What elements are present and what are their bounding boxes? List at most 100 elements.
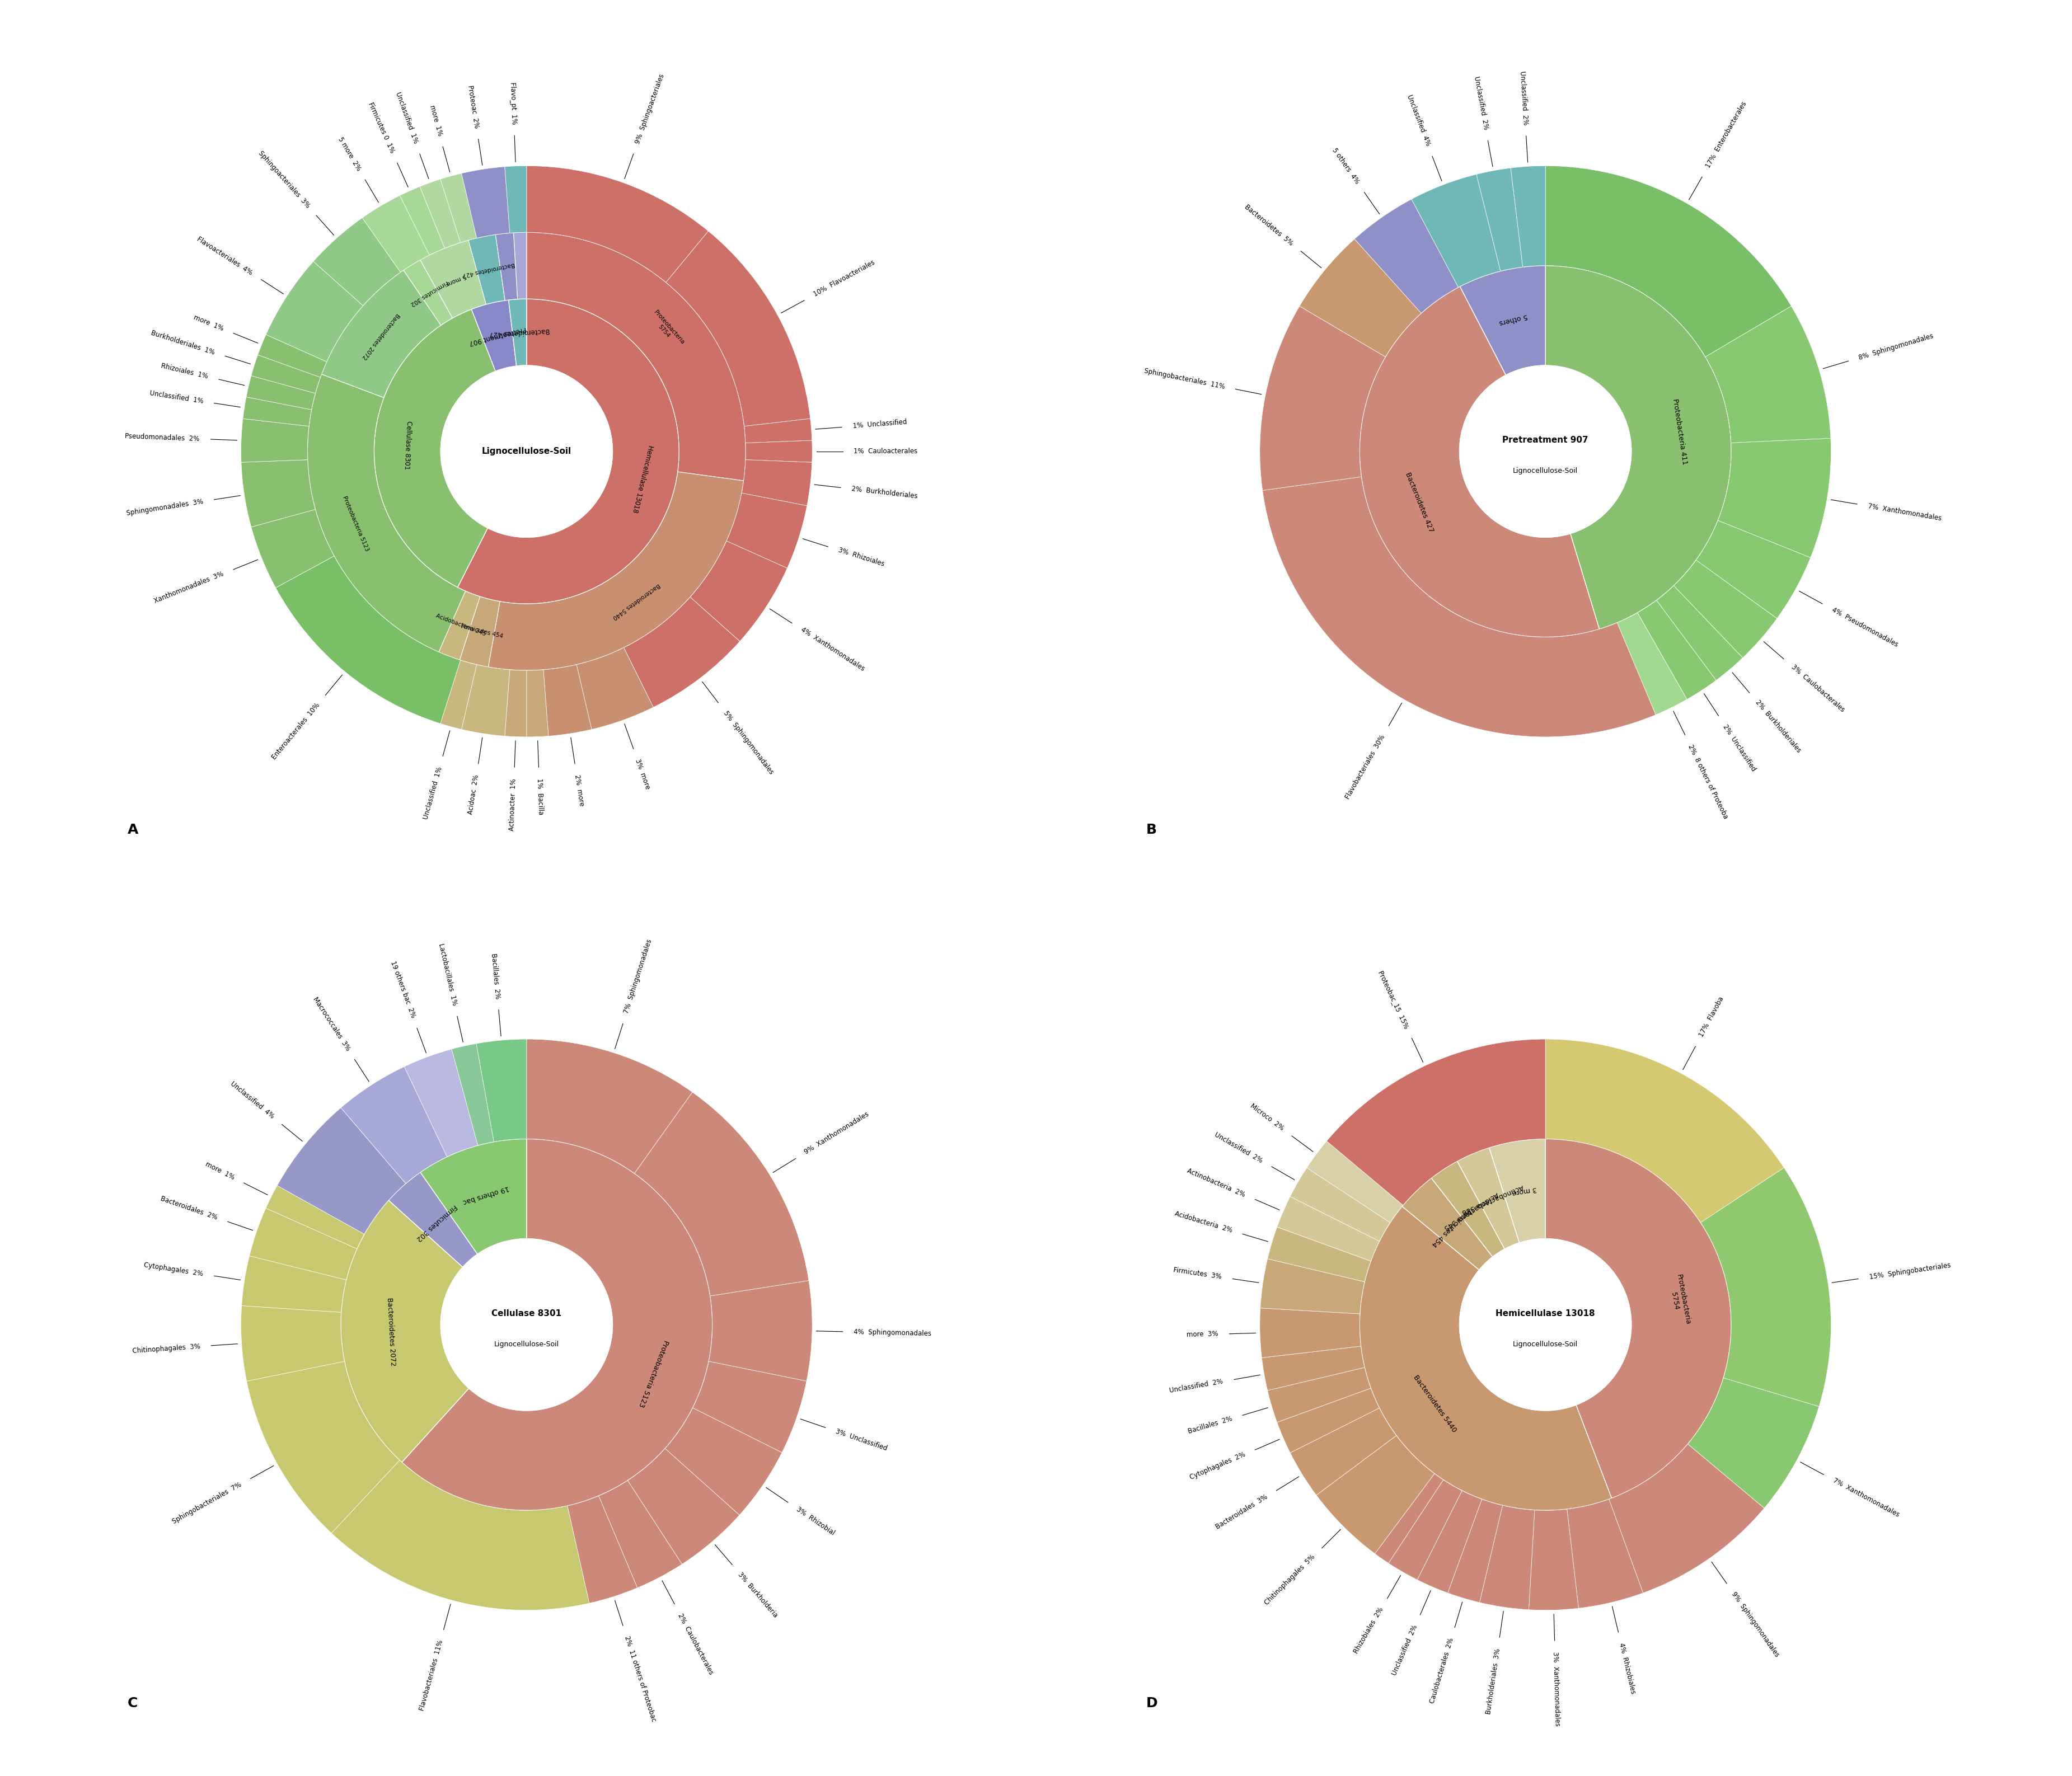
Wedge shape	[441, 174, 477, 243]
Wedge shape	[1457, 1147, 1519, 1249]
Wedge shape	[1616, 613, 1687, 714]
Wedge shape	[1546, 1138, 1732, 1499]
Wedge shape	[1291, 1169, 1390, 1241]
Text: 17%  Enterobacterales: 17% Enterobacterales	[1705, 99, 1749, 169]
Wedge shape	[1448, 1499, 1502, 1602]
Text: Proteobacteria
5754: Proteobacteria 5754	[1666, 1273, 1691, 1327]
Text: Actinobacteria  2%: Actinobacteria 2%	[1185, 1167, 1247, 1199]
Text: 5 more  2%: 5 more 2%	[338, 135, 363, 172]
Text: Bacillales  2%: Bacillales 2%	[1187, 1415, 1233, 1435]
Text: 2%  Caulobacterales: 2% Caulobacterales	[675, 1613, 715, 1677]
Text: Lignocellulose-Soil: Lignocellulose-Soil	[1513, 1341, 1579, 1348]
Wedge shape	[439, 591, 481, 661]
Wedge shape	[404, 1050, 479, 1156]
Text: Unclassified  2%: Unclassified 2%	[1169, 1378, 1225, 1394]
Text: Acidobacteria  2%: Acidobacteria 2%	[1173, 1209, 1233, 1234]
Text: Lignocellulose-Soil: Lignocellulose-Soil	[493, 1341, 559, 1348]
Text: 3%  Rhizobial: 3% Rhizobial	[796, 1506, 837, 1536]
Text: Proteobac_15  15%: Proteobac_15 15%	[1378, 970, 1411, 1030]
Text: 3%  Caulobacterales: 3% Caulobacterales	[1790, 664, 1846, 714]
Wedge shape	[1510, 165, 1546, 266]
Wedge shape	[624, 597, 740, 707]
Text: 19 others bac  2%: 19 others bac 2%	[390, 961, 416, 1019]
Wedge shape	[1276, 1197, 1380, 1261]
Text: Pretreatment 907: Pretreatment 907	[1502, 437, 1589, 444]
Text: 1%  Bacilla: 1% Bacilla	[535, 778, 545, 815]
Wedge shape	[665, 231, 810, 426]
Wedge shape	[1388, 1479, 1463, 1581]
Text: 7%  Xanthomonadales: 7% Xanthomonadales	[1832, 1476, 1900, 1518]
Wedge shape	[1656, 586, 1743, 680]
Wedge shape	[665, 1408, 781, 1515]
Wedge shape	[278, 1108, 406, 1234]
Text: Burkholderiales  1%: Burkholderiales 1%	[149, 329, 215, 357]
Wedge shape	[1432, 1162, 1504, 1257]
Wedge shape	[1359, 1206, 1612, 1510]
Text: 3 more: 3 more	[1513, 1185, 1537, 1195]
Wedge shape	[599, 1481, 682, 1588]
Wedge shape	[265, 261, 363, 362]
Text: Firmicutes 302: Firmicutes 302	[414, 1202, 458, 1243]
Wedge shape	[1316, 1435, 1434, 1554]
Wedge shape	[1566, 1499, 1643, 1609]
Wedge shape	[1359, 286, 1600, 638]
Text: Firmicutes 454: Firmicutes 454	[460, 623, 503, 639]
Text: 5 more: 5 more	[445, 274, 466, 286]
Text: C: C	[126, 1696, 137, 1710]
Wedge shape	[1291, 1408, 1397, 1495]
Wedge shape	[340, 1201, 468, 1462]
Text: A: A	[126, 824, 139, 836]
Wedge shape	[506, 165, 526, 233]
Text: Lactobacillales  1%: Lactobacillales 1%	[437, 943, 458, 1007]
Text: 2%  Unclassified: 2% Unclassified	[1722, 723, 1757, 773]
Wedge shape	[526, 1039, 692, 1174]
Text: Lignocellulose-Soil: Lignocellulose-Soil	[1513, 467, 1579, 474]
Text: 2%  11 others of Proteobac: 2% 11 others of Proteobac	[624, 1636, 657, 1723]
Wedge shape	[1546, 1039, 1784, 1222]
Wedge shape	[1355, 199, 1459, 313]
Wedge shape	[1376, 1474, 1444, 1563]
Wedge shape	[1689, 1378, 1819, 1508]
Text: 4%  Pseudomonadales: 4% Pseudomonadales	[1830, 606, 1900, 648]
Wedge shape	[251, 355, 321, 392]
Text: Bacteroidetes  5%: Bacteroidetes 5%	[1243, 202, 1295, 247]
Wedge shape	[744, 419, 812, 442]
Text: Microco  2%: Microco 2%	[1249, 1103, 1285, 1133]
Text: 4%  Xanthomonadales: 4% Xanthomonadales	[800, 627, 866, 673]
Wedge shape	[1529, 1510, 1579, 1611]
Wedge shape	[1705, 305, 1832, 442]
Text: 2%  Burkholderiales: 2% Burkholderiales	[1753, 700, 1803, 755]
Wedge shape	[628, 1449, 740, 1565]
Wedge shape	[489, 472, 744, 670]
Wedge shape	[313, 218, 400, 305]
Wedge shape	[441, 661, 477, 730]
Wedge shape	[332, 1460, 588, 1611]
Text: Rhizoiales  1%: Rhizoiales 1%	[160, 362, 209, 380]
Text: Unclassified  2%: Unclassified 2%	[1214, 1131, 1264, 1165]
Wedge shape	[472, 300, 516, 371]
Text: Chitinophagales  5%: Chitinophagales 5%	[1264, 1554, 1316, 1607]
Text: Bacteroidetes 427: Bacteroidetes 427	[1405, 471, 1436, 533]
Wedge shape	[1697, 520, 1811, 618]
Wedge shape	[1674, 559, 1778, 657]
Text: 4%  Sphingomonadales: 4% Sphingomonadales	[854, 1328, 932, 1337]
Wedge shape	[742, 460, 812, 506]
Text: Bacteroidales  3%: Bacteroidales 3%	[1214, 1494, 1268, 1531]
Wedge shape	[1276, 1389, 1380, 1453]
Text: Proteobacteria 5123: Proteobacteria 5123	[638, 1339, 669, 1408]
Text: Sphingomonadales  3%: Sphingomonadales 3%	[126, 497, 203, 517]
Text: 7%  Xanthomonadales: 7% Xanthomonadales	[1867, 503, 1941, 522]
Wedge shape	[251, 510, 334, 588]
Text: 17%  Flavoba: 17% Flavoba	[1697, 996, 1726, 1039]
Wedge shape	[363, 195, 429, 272]
Wedge shape	[240, 1305, 344, 1382]
Text: Bacteroidetes 2072: Bacteroidetes 2072	[361, 313, 400, 361]
Text: 7%  Sphingomonadales: 7% Sphingomonadales	[624, 938, 653, 1014]
Text: Cellulase 8301: Cellulase 8301	[402, 421, 412, 471]
Text: more  1%: more 1%	[429, 105, 443, 137]
Text: 3%  more: 3% more	[634, 758, 651, 790]
Wedge shape	[421, 179, 460, 249]
Text: Actinobacteria 388: Actinobacteria 388	[1461, 1183, 1525, 1217]
Wedge shape	[576, 648, 653, 730]
Wedge shape	[421, 240, 487, 318]
